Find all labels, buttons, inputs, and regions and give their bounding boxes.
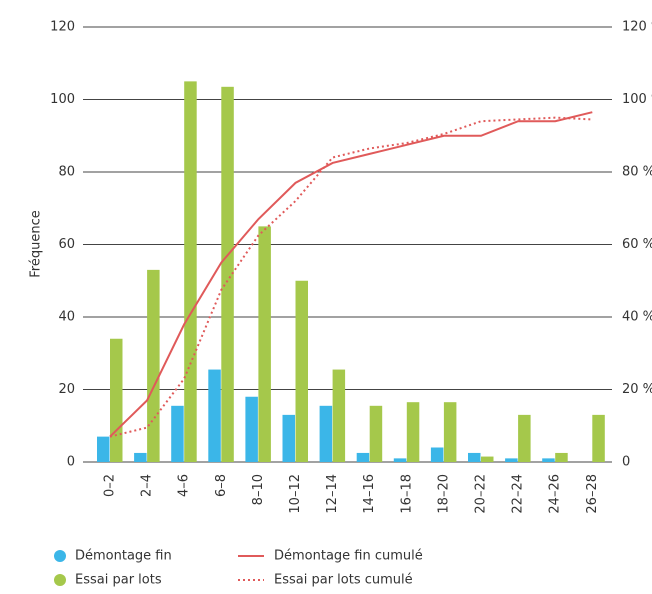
bar [319, 405, 333, 462]
y-axis-label: Fréquence [29, 210, 44, 277]
y2-tick-label: 60 % [622, 237, 652, 252]
x-tick-label: 2–4 [140, 474, 155, 497]
y-tick-label: 20 [58, 382, 75, 397]
bar [393, 458, 407, 462]
bar [369, 405, 383, 462]
bar [481, 456, 494, 462]
x-tick-label: 8–10 [251, 474, 266, 505]
bar [430, 447, 444, 462]
bar [443, 402, 457, 462]
legend-swatch [54, 574, 66, 586]
legend-swatch [54, 550, 66, 562]
x-tick-label: 24–26 [548, 474, 563, 514]
bar [221, 86, 234, 462]
bar [592, 414, 605, 462]
y-tick-label: 120 [50, 20, 75, 35]
bar [518, 414, 531, 462]
bar [147, 269, 160, 462]
bar [245, 396, 258, 462]
y-tick-label: 80 [58, 165, 75, 180]
bar [542, 458, 555, 462]
x-tick-label: 20–22 [474, 474, 489, 514]
x-tick-label: 12–14 [325, 474, 340, 514]
bar [208, 369, 221, 462]
legend-label: Démontage fin cumulé [274, 549, 423, 564]
bar [184, 81, 197, 462]
legend-label: Démontage fin [75, 549, 172, 564]
y-tick-label: 40 [58, 310, 75, 325]
y2-tick-label: 100 % [622, 92, 652, 107]
bar [356, 452, 370, 462]
x-tick-label: 22–24 [511, 474, 526, 514]
bar [332, 369, 346, 462]
bar [295, 280, 308, 462]
x-tick-label: 14–16 [362, 474, 377, 514]
bar [110, 338, 123, 462]
y2-tick-label: 20 % [622, 382, 652, 397]
y2-tick-label: 0 [622, 455, 630, 470]
legend-label: Essai par lots [75, 573, 162, 588]
bar [282, 414, 295, 462]
y2-tick-label: 120 % [622, 20, 652, 35]
x-tick-label: 10–12 [288, 474, 303, 514]
x-tick-label: 6–8 [214, 474, 229, 497]
bar [468, 452, 481, 462]
x-tick-label: 4–6 [177, 474, 192, 497]
x-tick-label: 18–20 [436, 474, 451, 514]
bar [505, 458, 518, 462]
y-tick-label: 100 [50, 92, 75, 107]
line [109, 111, 593, 438]
x-tick-label: 16–18 [399, 474, 414, 514]
y-tick-label: 0 [67, 455, 75, 470]
legend-label: Essai par lots cumulé [274, 573, 413, 588]
y2-tick-label: 40 % [622, 310, 652, 325]
x-tick-label: 0–2 [103, 474, 118, 497]
line [109, 116, 593, 438]
y-tick-label: 60 [58, 237, 75, 252]
bar [171, 405, 184, 462]
y2-tick-label: 80 % [622, 165, 652, 180]
bar [258, 226, 271, 462]
bar [406, 402, 420, 462]
bar [134, 452, 147, 462]
x-tick-label: 26–28 [585, 474, 600, 514]
bar [97, 436, 110, 462]
bar [555, 452, 568, 462]
